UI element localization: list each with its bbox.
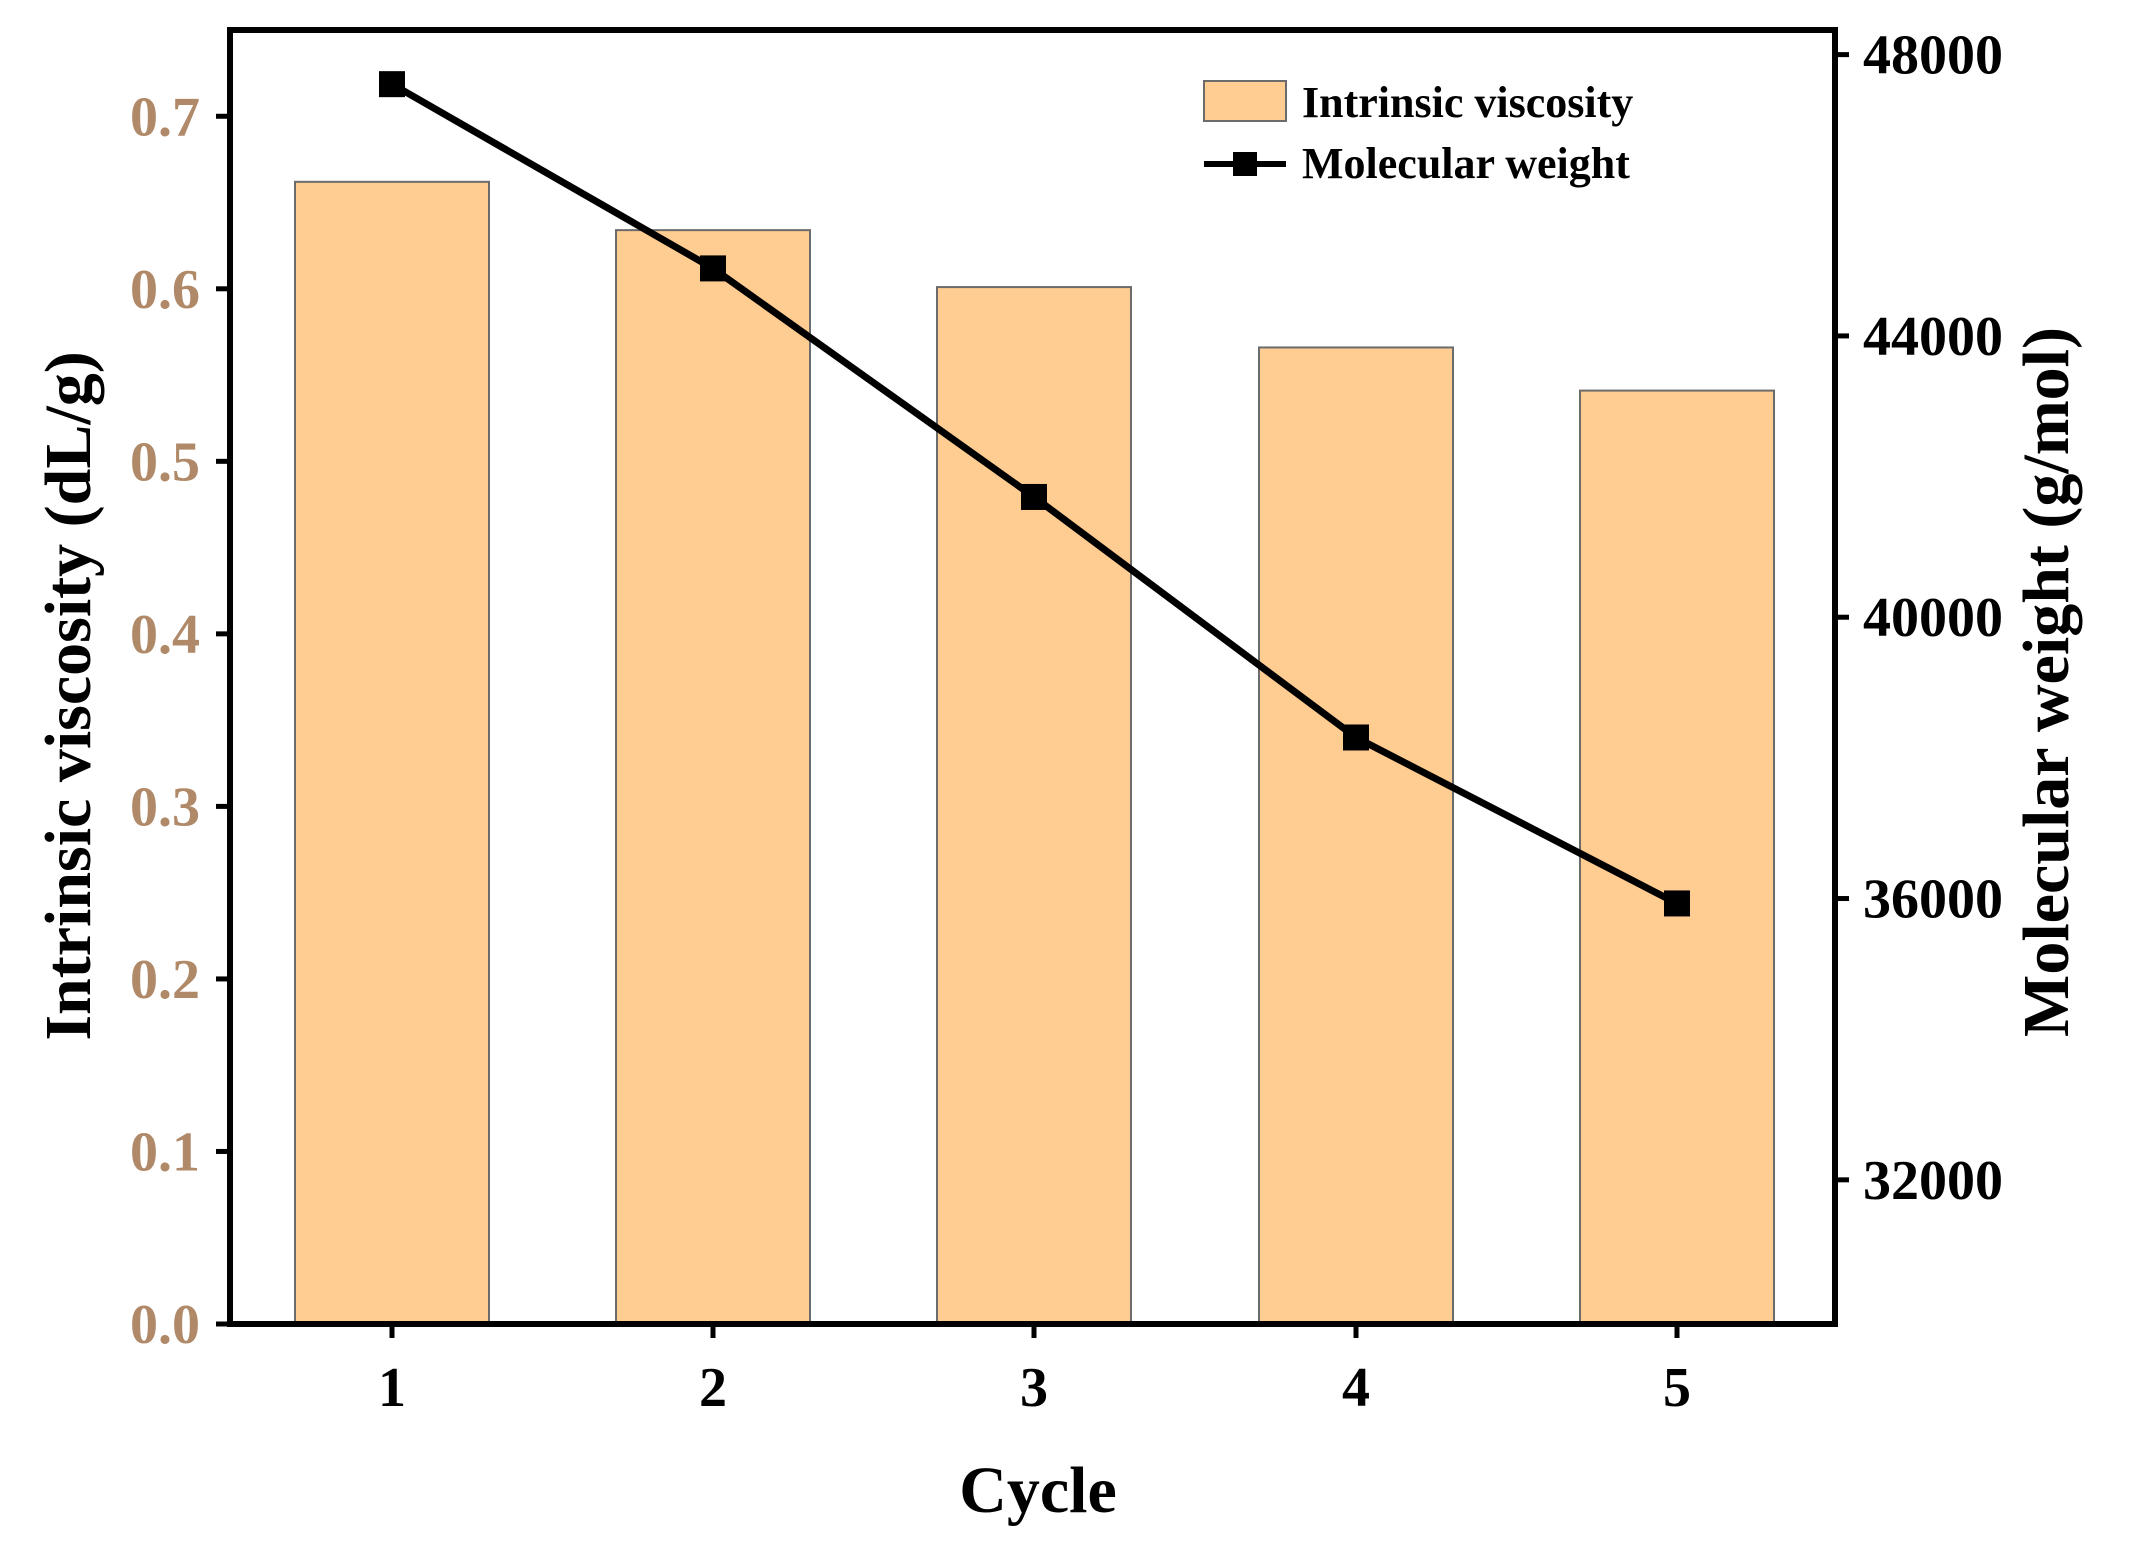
bars-layer	[294, 180, 1775, 1326]
x-tick-label: 5	[1663, 1357, 1691, 1419]
ticks-layer: 0.0 0.1 0.2 0.3 0.4 0.5 0.6 0.7 32000 36000 40000 4…	[130, 25, 2003, 1419]
left-y-axis-title: Intrinsic viscosity (dL/g)	[32, 351, 105, 1040]
left-y-tick-label: 0.5	[130, 431, 200, 493]
left-y-tick-label: 0.0	[130, 1294, 200, 1356]
legend-label-intrinsic-viscosity: Intrinsic viscosity	[1302, 78, 1633, 127]
right-y-tick-label: 40000	[1863, 587, 2003, 649]
bar-intrinsic-viscosity	[1579, 389, 1775, 1325]
left-y-tick-label: 0.2	[130, 949, 200, 1011]
x-tick-label: 2	[699, 1357, 727, 1419]
right-y-tick-label: 48000	[1863, 25, 2003, 87]
point-molecular-weight	[1343, 724, 1369, 751]
legend-marker-molecular-weight	[1233, 152, 1257, 176]
left-y-tick-label: 0.7	[130, 86, 200, 148]
bar-intrinsic-viscosity	[615, 229, 811, 1325]
line-layer	[379, 71, 1690, 917]
bar-intrinsic-viscosity	[936, 286, 1132, 1325]
left-y-tick-label: 0.6	[130, 259, 200, 321]
right-y-tick-label: 36000	[1863, 869, 2003, 931]
point-molecular-weight	[379, 71, 405, 98]
x-tick-label: 3	[1020, 1357, 1048, 1419]
legend: Intrinsic viscosity Molecular weight	[1203, 78, 1633, 188]
x-tick-label: 4	[1342, 1357, 1370, 1419]
bar-intrinsic-viscosity	[294, 180, 490, 1325]
right-y-axis-title: Molecular weight (g/mol)	[2010, 327, 2083, 1037]
left-y-tick-label: 0.1	[130, 1121, 200, 1183]
point-molecular-weight	[700, 255, 726, 282]
point-molecular-weight	[1664, 890, 1690, 917]
x-axis-title: Cycle	[959, 1454, 1117, 1527]
legend-swatch-intrinsic-viscosity	[1203, 80, 1287, 122]
point-molecular-weight	[1021, 483, 1047, 510]
legend-label-molecular-weight: Molecular weight	[1302, 139, 1630, 188]
left-y-tick-label: 0.3	[130, 776, 200, 838]
left-y-tick-label: 0.4	[130, 604, 200, 666]
x-tick-label: 1	[378, 1357, 406, 1419]
bar-intrinsic-viscosity	[1258, 346, 1454, 1326]
axes-layer	[227, 27, 1838, 1327]
right-y-tick-label: 44000	[1863, 306, 2003, 368]
right-y-tick-label: 32000	[1863, 1150, 2003, 1212]
